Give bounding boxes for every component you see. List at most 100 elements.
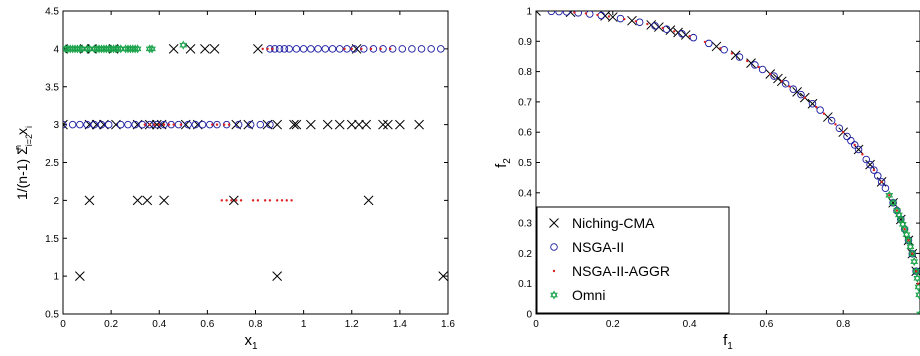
- point-nsga-ii: [874, 172, 882, 180]
- point-niching-cma: [363, 195, 374, 206]
- y-tick-label: 0.5: [45, 310, 59, 321]
- point-omni: [116, 44, 125, 54]
- point-nsga-ii: [427, 45, 435, 53]
- point-nsga-ii-aggr: [343, 47, 346, 51]
- point-omni: [896, 214, 905, 224]
- point-nsga-ii-aggr: [661, 26, 664, 30]
- y-tick-label: 0.8: [518, 67, 532, 78]
- point-nsga-ii: [651, 22, 659, 30]
- point-nsga-ii-aggr: [215, 123, 219, 126]
- point-nsga-ii-aggr: [230, 199, 233, 202]
- point-nsga-ii: [555, 11, 563, 16]
- point-nsga-ii: [83, 120, 91, 129]
- point-nsga-ii: [90, 120, 99, 129]
- point-nsga-ii-aggr: [256, 199, 260, 202]
- point-niching-cma: [627, 15, 637, 26]
- point-omni: [179, 40, 188, 50]
- left-scatter-plot: 0 0.2 0.4 0.6 0.8 1 1.2 1.4 1.6 0.5 1 1.5 2 2.5 3 3.5 4 4…: [13, 7, 455, 353]
- point-nsga-ii: [797, 90, 805, 99]
- y-tick-label: 1: [53, 272, 59, 283]
- point-omni: [915, 290, 920, 300]
- legend-marker: [550, 243, 558, 251]
- point-nsga-ii: [827, 116, 836, 125]
- point-niching-cma: [865, 159, 875, 170]
- y-tick-label: 0.9: [518, 37, 532, 48]
- x-tick-label: 1.4: [393, 319, 407, 330]
- point-nsga-ii: [816, 106, 824, 114]
- point-nsga-ii-aggr: [584, 12, 588, 15]
- y-tick-label: 0.6: [518, 128, 532, 139]
- point-nsga-ii-aggr: [162, 123, 166, 126]
- point-nsga-ii: [562, 11, 571, 16]
- y-tick-label: 0.2: [518, 249, 532, 260]
- point-nsga-ii: [547, 11, 556, 16]
- x-tick-label: 0: [533, 319, 539, 330]
- point-nsga-ii-aggr: [290, 199, 293, 202]
- x-tick-label: 1.6: [441, 319, 455, 330]
- point-nsga-ii-aggr: [853, 143, 856, 147]
- point-nsga-ii-aggr: [389, 47, 392, 51]
- point-omni: [913, 273, 920, 283]
- svg-text:f2: f2: [493, 158, 513, 168]
- point-omni: [148, 44, 156, 54]
- point-nsga-ii-aggr: [788, 85, 791, 88]
- point-nsga-ii-aggr: [263, 199, 267, 202]
- point-nsga-ii: [586, 11, 594, 18]
- point-nsga-ii: [866, 160, 874, 169]
- point-omni: [133, 44, 142, 54]
- point-nsga-ii-aggr: [888, 194, 891, 197]
- point-nsga-ii-aggr: [179, 123, 183, 126]
- point-nsga-ii: [321, 45, 330, 53]
- point-nsga-ii-aggr: [872, 168, 876, 172]
- y-tick-label: 3: [53, 120, 59, 131]
- point-nsga-ii: [97, 120, 106, 129]
- point-nsga-ii: [198, 120, 207, 129]
- point-nsga-ii-aggr: [895, 209, 899, 212]
- point-nsga-ii-aggr: [227, 123, 231, 126]
- point-nsga-ii: [843, 132, 851, 141]
- point-niching-cma: [346, 119, 357, 130]
- point-nsga-ii: [854, 145, 863, 154]
- x-tick-label: 0: [60, 319, 66, 330]
- point-nsga-ii-aggr: [730, 52, 734, 55]
- point-nsga-ii-aggr: [634, 20, 638, 23]
- point-nsga-ii: [285, 45, 293, 53]
- point-niching-cma: [378, 119, 388, 130]
- y-tick-label: 4.5: [45, 7, 59, 18]
- point-niching-cma: [395, 119, 405, 130]
- point-nsga-ii: [292, 45, 301, 53]
- point-omni: [908, 249, 917, 259]
- point-nsga-ii: [597, 11, 606, 20]
- legend-item-niching-cma: Niching-CMA: [549, 215, 655, 231]
- legend-marker: [550, 290, 558, 300]
- point-nsga-ii-aggr: [673, 30, 676, 33]
- point-nsga-ii-aggr: [757, 65, 760, 69]
- point-nsga-ii: [870, 166, 878, 174]
- data-points: [63, 40, 448, 281]
- point-nsga-ii: [314, 45, 322, 53]
- point-nsga-ii-aggr: [803, 96, 806, 99]
- legend-item-nsga-ii-aggr: NSGA-II-AGGR: [552, 263, 670, 279]
- point-nsga-ii: [335, 45, 344, 53]
- point-nsga-ii: [299, 45, 308, 53]
- x-tick-label: 0.4: [152, 319, 166, 330]
- point-niching-cma: [792, 87, 802, 97]
- point-nsga-ii-aggr: [350, 47, 353, 51]
- point-nsga-ii: [145, 120, 154, 129]
- point-nsga-ii: [76, 120, 84, 129]
- point-nsga-ii-aggr: [861, 153, 864, 156]
- svg-text:1/(n-1) Σi=2nxi: 1/(n-1) Σi=2nxi: [13, 126, 34, 200]
- point-nsga-ii: [256, 120, 265, 129]
- point-nsga-ii: [705, 39, 713, 48]
- point-nsga-ii-aggr: [268, 199, 272, 202]
- point-nsga-ii: [280, 45, 289, 53]
- point-nsga-ii: [862, 155, 870, 164]
- point-omni: [904, 235, 913, 245]
- point-nsga-ii-aggr: [842, 131, 845, 134]
- y-tick-label: 1.5: [45, 234, 59, 245]
- point-omni: [889, 198, 898, 208]
- y-axis-label: f2: [493, 158, 513, 168]
- point-niching-cma: [354, 119, 364, 130]
- legend-item-omni: Omni: [550, 287, 605, 303]
- point-niching-cma: [673, 27, 683, 38]
